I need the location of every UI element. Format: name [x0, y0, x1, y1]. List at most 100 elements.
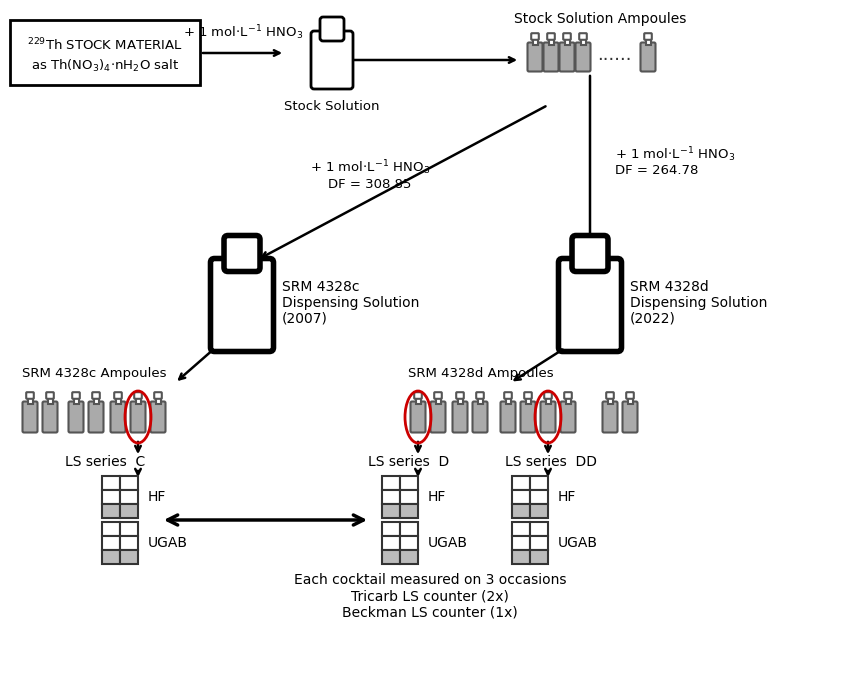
Bar: [532, 37, 538, 45]
FancyBboxPatch shape: [92, 392, 100, 399]
FancyBboxPatch shape: [540, 402, 556, 433]
FancyBboxPatch shape: [69, 402, 83, 433]
FancyBboxPatch shape: [641, 43, 655, 72]
Text: Beckman LS counter (1x): Beckman LS counter (1x): [342, 605, 518, 619]
Bar: [102, 522, 120, 536]
Bar: [458, 396, 463, 404]
FancyBboxPatch shape: [501, 402, 515, 433]
Bar: [512, 490, 530, 504]
Text: Dispensing Solution: Dispensing Solution: [630, 296, 767, 310]
Bar: [400, 550, 418, 564]
FancyBboxPatch shape: [547, 33, 555, 40]
Bar: [607, 396, 612, 404]
Bar: [28, 396, 33, 404]
FancyBboxPatch shape: [644, 33, 652, 40]
FancyBboxPatch shape: [134, 392, 142, 399]
Bar: [545, 396, 550, 404]
Bar: [400, 536, 418, 550]
FancyBboxPatch shape: [154, 392, 162, 399]
Bar: [382, 550, 400, 564]
FancyBboxPatch shape: [72, 392, 80, 399]
Text: HF: HF: [558, 490, 576, 504]
FancyBboxPatch shape: [320, 17, 344, 41]
FancyBboxPatch shape: [626, 392, 634, 399]
FancyBboxPatch shape: [211, 259, 273, 352]
FancyBboxPatch shape: [311, 31, 353, 89]
Bar: [400, 522, 418, 536]
FancyBboxPatch shape: [525, 392, 531, 399]
Bar: [400, 504, 418, 518]
FancyBboxPatch shape: [46, 392, 54, 399]
FancyBboxPatch shape: [520, 402, 536, 433]
Text: ......: ......: [597, 46, 631, 64]
Text: DF = 308.85: DF = 308.85: [329, 178, 412, 190]
FancyBboxPatch shape: [150, 402, 165, 433]
Bar: [530, 504, 548, 518]
Bar: [102, 536, 120, 550]
Bar: [506, 396, 511, 404]
FancyBboxPatch shape: [531, 33, 539, 40]
Text: LS series  D: LS series D: [368, 455, 449, 469]
Bar: [102, 476, 120, 490]
FancyBboxPatch shape: [26, 392, 34, 399]
Bar: [120, 504, 138, 518]
FancyBboxPatch shape: [452, 402, 468, 433]
FancyBboxPatch shape: [606, 392, 614, 399]
Bar: [566, 396, 570, 404]
Bar: [47, 396, 52, 404]
Text: Dispensing Solution: Dispensing Solution: [282, 296, 420, 310]
FancyBboxPatch shape: [434, 392, 442, 399]
Text: as Th(NO$_3$)$_4$$\cdot$nH$_2$O salt: as Th(NO$_3$)$_4$$\cdot$nH$_2$O salt: [31, 57, 179, 74]
Bar: [120, 536, 138, 550]
FancyBboxPatch shape: [603, 402, 617, 433]
Bar: [102, 550, 120, 564]
Bar: [512, 550, 530, 564]
Bar: [512, 522, 530, 536]
Text: + 1 mol$\cdot$L$^{-1}$ HNO$_3$: + 1 mol$\cdot$L$^{-1}$ HNO$_3$: [310, 159, 430, 178]
Bar: [120, 490, 138, 504]
Bar: [382, 490, 400, 504]
FancyBboxPatch shape: [504, 392, 512, 399]
Text: UGAB: UGAB: [428, 536, 468, 550]
FancyBboxPatch shape: [456, 392, 464, 399]
Bar: [435, 396, 440, 404]
Bar: [120, 522, 138, 536]
Bar: [73, 396, 78, 404]
Text: (2007): (2007): [282, 312, 328, 326]
Text: LS series  DD: LS series DD: [505, 455, 597, 469]
Bar: [156, 396, 161, 404]
Bar: [530, 490, 548, 504]
Bar: [477, 396, 482, 404]
FancyBboxPatch shape: [110, 402, 126, 433]
FancyBboxPatch shape: [563, 33, 571, 40]
FancyBboxPatch shape: [564, 392, 572, 399]
Bar: [580, 37, 586, 45]
Bar: [512, 504, 530, 518]
FancyBboxPatch shape: [561, 402, 575, 433]
Text: Tricarb LS counter (2x): Tricarb LS counter (2x): [351, 589, 509, 603]
FancyBboxPatch shape: [224, 236, 260, 271]
Text: SRM 4328d Ampoules: SRM 4328d Ampoules: [408, 367, 554, 380]
Bar: [530, 522, 548, 536]
FancyBboxPatch shape: [472, 402, 488, 433]
FancyBboxPatch shape: [42, 402, 58, 433]
FancyBboxPatch shape: [572, 236, 608, 271]
FancyBboxPatch shape: [558, 259, 622, 352]
Bar: [382, 476, 400, 490]
Text: UGAB: UGAB: [558, 536, 598, 550]
Bar: [102, 490, 120, 504]
Text: $^{229}$Th STOCK MATERIAL: $^{229}$Th STOCK MATERIAL: [27, 36, 183, 53]
FancyBboxPatch shape: [579, 33, 587, 40]
Bar: [400, 490, 418, 504]
Bar: [94, 396, 99, 404]
Bar: [530, 536, 548, 550]
Text: HF: HF: [428, 490, 446, 504]
FancyBboxPatch shape: [575, 43, 591, 72]
Bar: [120, 476, 138, 490]
Bar: [549, 37, 554, 45]
Bar: [382, 536, 400, 550]
Text: UGAB: UGAB: [148, 536, 188, 550]
FancyBboxPatch shape: [544, 392, 552, 399]
Text: Each cocktail measured on 3 occasions: Each cocktail measured on 3 occasions: [294, 573, 566, 587]
FancyBboxPatch shape: [560, 43, 574, 72]
